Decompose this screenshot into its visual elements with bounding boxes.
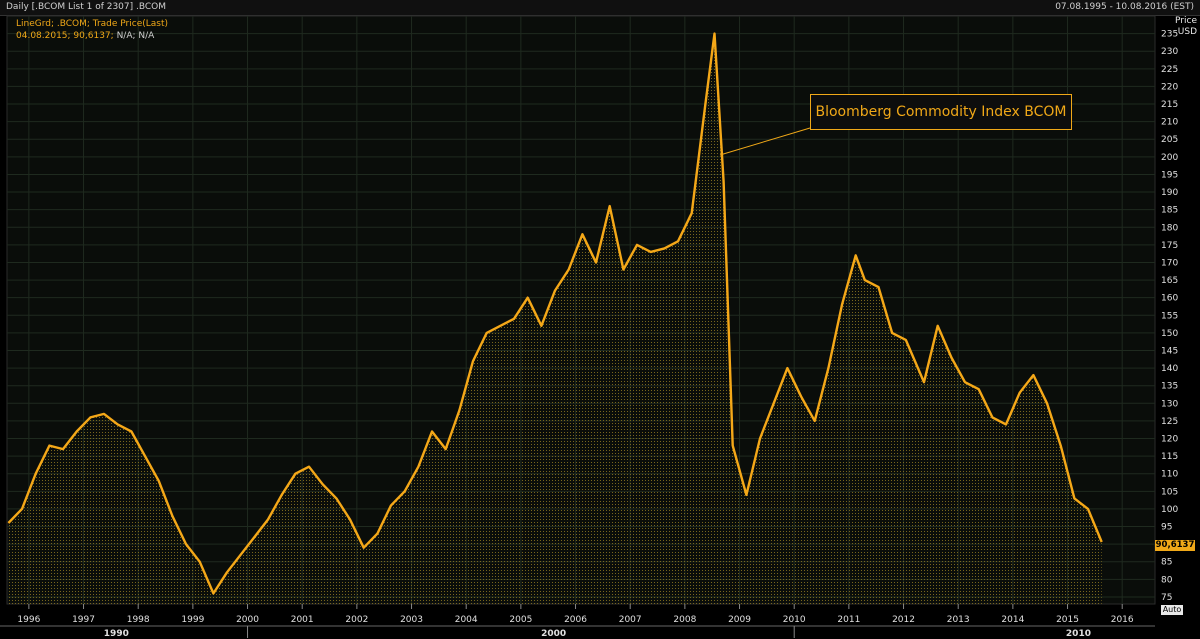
- x-tick-label: 2001: [291, 615, 314, 625]
- x-tick-label: 1997: [72, 615, 95, 625]
- legend-series: LineGrd; .BCOM; Trade Price(Last): [16, 19, 169, 29]
- legend-values: 04.08.2015; 90,6137; N/A; N/A: [16, 30, 168, 42]
- x-tick-label: 1996: [17, 615, 40, 625]
- x-tick-label: 2013: [947, 615, 970, 625]
- area-fill: [8, 33, 1102, 605]
- date-range: 07.08.1995 - 10.08.2016 (EST): [1055, 2, 1194, 12]
- x-tick-label: 2009: [728, 615, 751, 625]
- y-tick-label: 85: [1161, 558, 1172, 568]
- price-line: [7, 32, 1103, 595]
- annotation-box: Bloomberg Commodity Index BCOM: [810, 94, 1072, 130]
- y-tick-label: 140: [1161, 364, 1178, 374]
- x-tick-label: 2015: [1056, 615, 1079, 625]
- x-tick-label: 2003: [400, 615, 423, 625]
- y-tick-label: 160: [1161, 294, 1178, 304]
- price-axis-title: Price USD: [1175, 16, 1197, 38]
- time-axis: 1996 1997 1998 1999 2000 2001 2002 2003 2004 2005…: [0, 604, 1155, 639]
- x-tick-label: 2005: [509, 615, 532, 625]
- y-tick-label: 145: [1161, 346, 1178, 356]
- legend-na: N/A; N/A: [116, 31, 155, 41]
- y-tick-label: 190: [1161, 188, 1178, 198]
- y-tick-label: 210: [1161, 118, 1178, 128]
- annotation-pointer: [719, 127, 811, 156]
- y-tick-label: 205: [1161, 135, 1178, 145]
- legend-last-value: 04.08.2015; 90,6137;: [16, 31, 114, 41]
- x-tick-label: 2002: [345, 615, 368, 625]
- y-tick-label: 150: [1161, 329, 1178, 339]
- y-tick-label: 215: [1161, 100, 1178, 110]
- price-label: Price: [1175, 16, 1197, 26]
- last-value-tag: 90,6137: [1155, 540, 1195, 551]
- major-period-label: 2000: [541, 629, 566, 639]
- x-tick-label: 2004: [455, 615, 478, 625]
- x-tick-label: 1998: [127, 615, 150, 625]
- y-tick-label: 120: [1161, 435, 1178, 445]
- y-tick-label: 175: [1161, 241, 1178, 251]
- x-tick-label: 2000: [236, 615, 259, 625]
- unit-label: USD: [1177, 27, 1197, 37]
- major-period-label: 1990: [104, 629, 129, 639]
- y-tick-label: 230: [1161, 47, 1178, 57]
- y-tick-label: 130: [1161, 399, 1178, 409]
- x-tick-label: 2007: [619, 615, 642, 625]
- legend: LineGrd; .BCOM; Trade Price(Last) 04.08.…: [16, 18, 168, 42]
- x-tick-label: 2008: [673, 615, 696, 625]
- y-tick-label: 155: [1161, 311, 1178, 321]
- y-tick-label: 100: [1161, 505, 1178, 515]
- y-tick-label: 165: [1161, 276, 1178, 286]
- y-tick-label: 75: [1161, 593, 1172, 603]
- y-tick-label: 235: [1161, 30, 1178, 40]
- y-tick-label: 180: [1161, 223, 1178, 233]
- x-tick-label: 2014: [1001, 615, 1024, 625]
- price-axis: 7580859095100105110115120125130135140145…: [1161, 30, 1178, 603]
- x-tick-label: 2011: [837, 615, 860, 625]
- series-line: [7, 32, 1103, 595]
- y-tick-label: 125: [1161, 417, 1178, 427]
- area-shape: [8, 33, 1102, 605]
- y-tick-label: 115: [1161, 452, 1178, 462]
- x-tick-label: 2006: [564, 615, 587, 625]
- y-tick-label: 195: [1161, 170, 1178, 180]
- x-tick-label: 2010: [783, 615, 806, 625]
- y-tick-label: 95: [1161, 523, 1172, 533]
- y-tick-label: 220: [1161, 82, 1178, 92]
- major-period-label: 2010: [1066, 629, 1091, 639]
- y-tick-label: 200: [1161, 153, 1178, 163]
- y-tick-label: 170: [1161, 258, 1178, 268]
- y-tick-label: 110: [1161, 470, 1178, 480]
- x-tick-label: 1999: [181, 615, 204, 625]
- y-tick-label: 105: [1161, 487, 1178, 497]
- y-tick-label: 225: [1161, 65, 1178, 75]
- auto-scale-button[interactable]: Auto: [1161, 605, 1183, 615]
- chart-title: Daily [.BCOM List 1 of 2307] .BCOM: [6, 2, 167, 12]
- y-tick-label: 80: [1161, 575, 1173, 585]
- y-tick-label: 185: [1161, 206, 1178, 216]
- x-tick-label: 2016: [1111, 615, 1134, 625]
- y-tick-label: 135: [1161, 382, 1178, 392]
- x-tick-label: 2012: [892, 615, 915, 625]
